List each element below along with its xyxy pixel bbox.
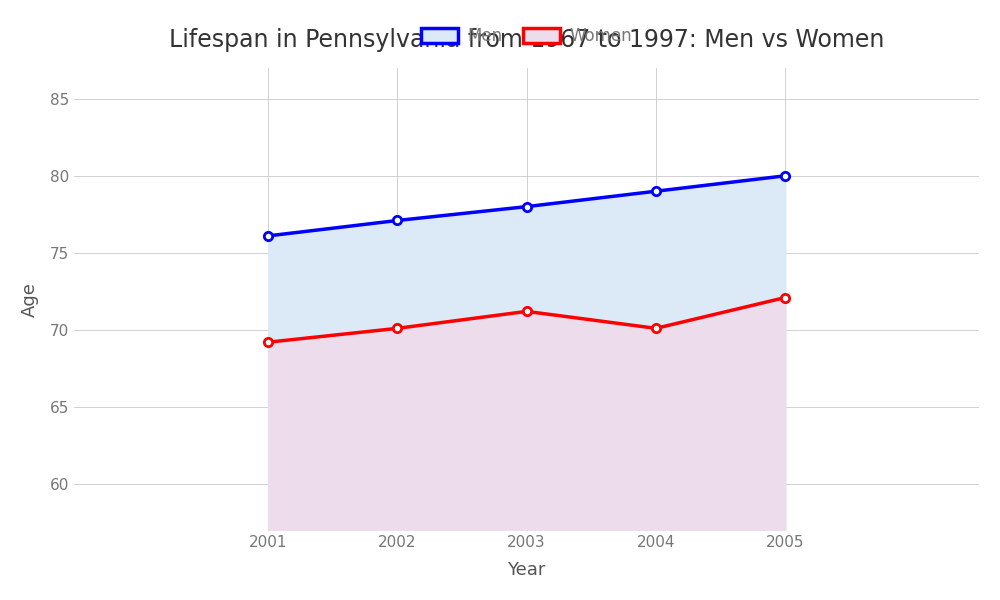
Legend: Men, Women: Men, Women [414, 21, 639, 52]
Y-axis label: Age: Age [21, 281, 39, 317]
X-axis label: Year: Year [507, 561, 546, 579]
Title: Lifespan in Pennsylvania from 1967 to 1997: Men vs Women: Lifespan in Pennsylvania from 1967 to 19… [169, 28, 884, 52]
